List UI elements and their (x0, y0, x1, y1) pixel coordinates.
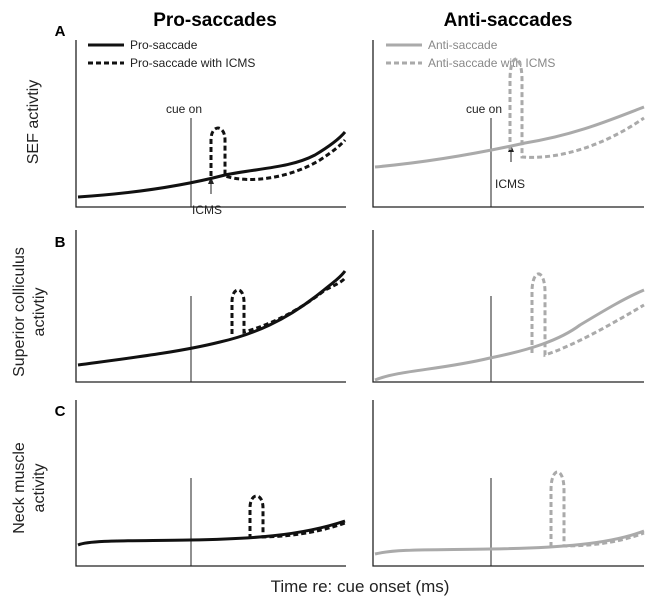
ylabel-sc-line1: Superior colliculus (11, 247, 28, 377)
icms-label-right: ICMS (495, 177, 525, 191)
curve-a-anti (374, 105, 645, 169)
curve-a-anti-icms (508, 57, 645, 159)
legend-label-anti-icms: Anti-saccade with ICMS (428, 56, 555, 70)
axis-c-right (372, 400, 644, 567)
axis-b-right (372, 230, 644, 383)
axis-c-left (75, 400, 346, 567)
legend-label-anti: Anti-saccade (428, 38, 498, 52)
axis-a-right (372, 40, 644, 208)
cue-lines (190, 118, 492, 566)
legend-left: Pro-saccade Pro-saccade with ICMS (88, 38, 255, 70)
panel-letter-a: A (55, 23, 66, 40)
legend-label-pro-icms: Pro-saccade with ICMS (130, 56, 255, 70)
column-title-anti: Anti-saccades (444, 10, 573, 31)
curve-b-anti-icms (530, 272, 645, 358)
panel-a-curves (77, 57, 645, 199)
axis-b-left (75, 230, 346, 383)
legend-right: Anti-saccade Anti-saccade with ICMS (386, 38, 555, 70)
column-title-pro: Pro-saccades (153, 10, 277, 31)
cue-on-label-left: cue on (166, 102, 202, 116)
xlabel: Time re: cue onset (ms) (271, 577, 450, 596)
axis-a-left (75, 40, 346, 208)
ylabel-neck-line2: activity (31, 464, 48, 513)
curve-a-pro-icms (209, 126, 347, 181)
curve-c-pro-icms (248, 494, 346, 539)
axes (75, 40, 644, 567)
panel-letter-b: B (55, 234, 66, 251)
cue-on-label-right: cue on (466, 102, 502, 116)
curve-c-pro (77, 519, 346, 547)
curve-b-anti (374, 288, 645, 382)
icms-label-left: ICMS (192, 203, 222, 217)
panel-b-curves (77, 270, 645, 382)
curve-a-pro (77, 131, 347, 199)
icms-arrow-left (208, 177, 214, 194)
curve-c-anti (374, 529, 645, 556)
curve-c-anti-icms (549, 470, 645, 548)
panel-c-curves (77, 470, 645, 556)
ylabel-sef: SEF activtiy (25, 80, 42, 164)
panel-letter-c: C (55, 403, 66, 420)
ylabel-sc-line2: activtiy (31, 288, 48, 337)
curve-b-pro-icms (230, 277, 347, 334)
ylabel-neck-line1: Neck muscle (11, 442, 28, 534)
legend-label-pro: Pro-saccade (130, 38, 198, 52)
curve-b-pro (77, 270, 347, 367)
